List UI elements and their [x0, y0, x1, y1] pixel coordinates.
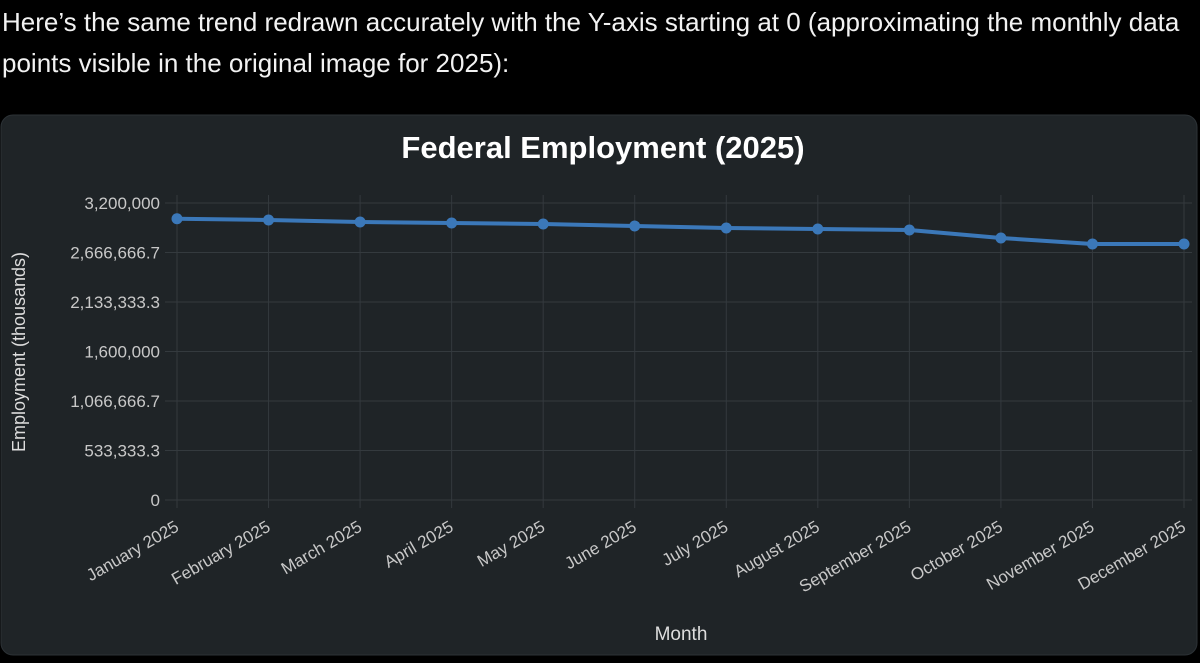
y-tick-label: 1,066,666.7 [70, 392, 160, 411]
data-point [354, 216, 366, 228]
data-point [446, 217, 458, 229]
y-tick-label: 3,200,000 [84, 194, 160, 213]
y-tick-label: 2,133,333.3 [70, 293, 160, 312]
message-text: Here’s the same trend redrawn accurately… [2, 7, 1180, 78]
data-point [903, 224, 915, 236]
x-axis-label: Month [655, 624, 708, 645]
data-point [171, 213, 183, 225]
y-tick-label: 533,333.3 [84, 442, 160, 461]
y-tick-label: 2,666,666.7 [70, 244, 160, 263]
data-point [629, 220, 641, 232]
data-point [1086, 238, 1098, 250]
y-tick-label: 0 [151, 491, 160, 510]
data-point [995, 232, 1007, 244]
data-point [263, 214, 275, 226]
chart-title: Federal Employment (2025) [401, 130, 804, 165]
data-point [812, 223, 824, 235]
data-point [1178, 238, 1190, 250]
y-axis-label: Employment (thousands) [9, 252, 29, 452]
data-line [176, 216, 1184, 247]
data-point [537, 218, 549, 230]
y-tick-label: 1,600,000 [84, 343, 160, 362]
data-point [720, 222, 732, 234]
chart-panel [0, 114, 1198, 656]
